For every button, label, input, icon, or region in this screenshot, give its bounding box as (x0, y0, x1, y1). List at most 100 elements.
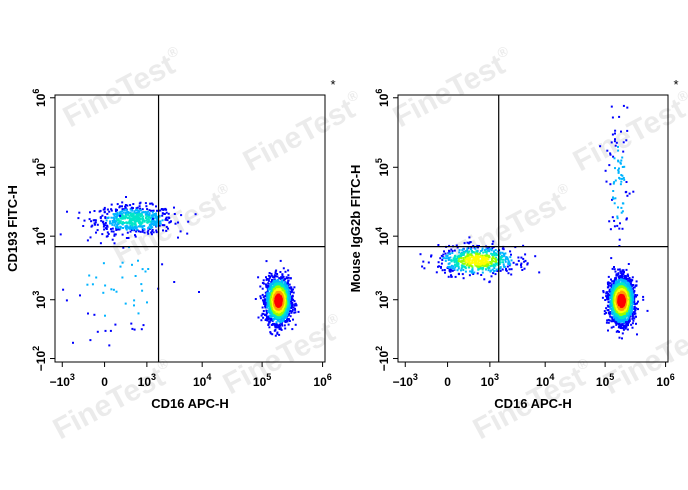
event-dot (162, 229, 164, 232)
watermark-text: FineTest® (387, 42, 520, 134)
event-dot (498, 255, 501, 258)
event-dot (95, 276, 98, 279)
event-dot (471, 260, 474, 263)
event-dot (626, 273, 629, 276)
event-dot (605, 311, 608, 314)
event-dot (443, 250, 445, 253)
event-dot (123, 222, 126, 224)
event-dot (630, 301, 633, 304)
event-dot (632, 302, 635, 305)
event-dot (623, 310, 626, 313)
event-dot (508, 262, 511, 265)
event-dot (152, 231, 155, 234)
event-dot (534, 255, 537, 258)
event-dot (159, 209, 162, 212)
event-dot (293, 300, 296, 303)
event-dot (488, 280, 491, 283)
event-dot (455, 265, 458, 268)
event-dot (132, 203, 135, 205)
event-dot (440, 254, 443, 257)
event-dot (274, 272, 277, 275)
event-dot (619, 324, 622, 327)
event-dot (635, 307, 638, 310)
event-dot (473, 251, 476, 254)
event-dot (128, 212, 131, 215)
event-dot (135, 207, 138, 210)
event-dot (619, 276, 622, 279)
event-dot (507, 272, 510, 275)
event-dot (116, 213, 119, 216)
event-dot (93, 222, 96, 225)
event-dot (492, 272, 495, 275)
event-dot (632, 319, 635, 322)
event-dot (496, 254, 499, 257)
event-dot (618, 336, 621, 339)
event-dot (94, 223, 96, 226)
event-dot (506, 258, 509, 261)
event-dot (475, 250, 478, 253)
event-dot (464, 256, 467, 259)
event-dot (131, 213, 134, 216)
event-dot (125, 209, 128, 212)
event-dot (286, 311, 289, 314)
event-dot (102, 225, 105, 228)
event-dot (164, 218, 167, 221)
event-dot (166, 219, 169, 222)
event-dot (135, 209, 138, 211)
event-dot (602, 290, 605, 292)
event-dot (631, 284, 634, 286)
event-dot (605, 307, 608, 310)
event-dot (129, 230, 132, 233)
event-dot (155, 214, 158, 217)
event-dot (499, 269, 502, 272)
event-dot (441, 269, 444, 272)
event-dot (469, 264, 472, 267)
event-dot (270, 318, 273, 320)
event-dot (104, 284, 107, 287)
event-dot (628, 279, 631, 282)
watermark-registered-mark: ® (494, 42, 511, 61)
event-dot (96, 223, 99, 226)
event-dot (142, 215, 145, 218)
event-dot (493, 254, 496, 257)
event-dot (110, 208, 113, 211)
event-dot (512, 261, 515, 264)
event-dot (472, 245, 475, 247)
event-dot (103, 206, 106, 209)
event-dot (453, 268, 456, 271)
event-dot (121, 210, 124, 213)
event-dot (506, 256, 509, 259)
event-dot (618, 324, 621, 327)
event-dot (147, 226, 150, 229)
event-dot (611, 280, 614, 283)
event-dot (611, 290, 613, 292)
event-dot (491, 256, 494, 258)
event-dot (444, 257, 447, 260)
event-dot (141, 225, 144, 228)
event-dot (468, 258, 471, 261)
event-dot (607, 298, 610, 301)
event-dot (111, 227, 114, 230)
event-dot (272, 276, 275, 279)
event-dot (628, 299, 631, 301)
event-dot (485, 265, 488, 268)
event-dot (490, 263, 493, 266)
event-dot (457, 272, 460, 275)
event-dot (173, 281, 176, 283)
event-dot (267, 288, 270, 291)
event-dot (93, 219, 96, 222)
event-dot (124, 205, 127, 208)
event-dot (490, 258, 493, 261)
event-dot (458, 257, 461, 260)
event-dot (452, 265, 455, 268)
event-dot (279, 259, 282, 262)
event-dot (162, 208, 165, 211)
event-dot (123, 217, 126, 220)
event-dot (607, 309, 610, 311)
event-dot (139, 215, 142, 218)
event-dot (626, 319, 629, 322)
event-dot (288, 312, 291, 315)
event-dot (139, 230, 142, 233)
event-dot (630, 280, 633, 283)
